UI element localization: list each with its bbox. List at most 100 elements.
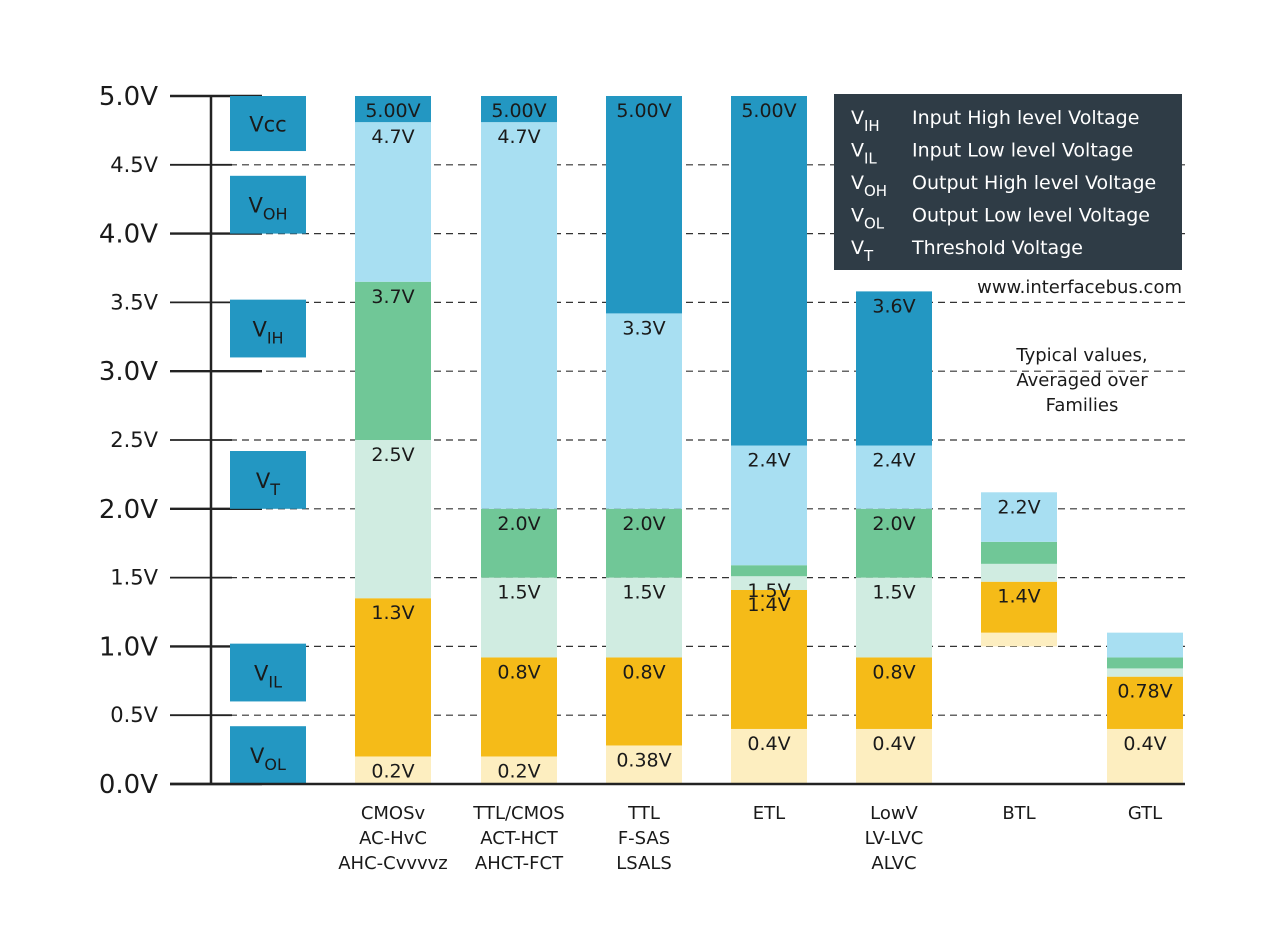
bar-segment-vt — [731, 576, 807, 590]
legend-entry: Output Low level Voltage — [912, 205, 1150, 227]
bar-segment-vol — [481, 756, 557, 784]
y-tick-label: 5.0V — [99, 82, 158, 112]
annotations: www.interfacebus.com Typical values, Avera… — [977, 277, 1182, 416]
bar-value-label: 2.0V — [622, 513, 665, 535]
legend-entry: Input High level Voltage — [912, 107, 1139, 129]
bar-value-label: 2.0V — [497, 513, 540, 535]
legend-entry: Output High level Voltage — [912, 172, 1156, 194]
bar-value-label: 0.4V — [747, 733, 790, 755]
bar-segment-vt — [856, 577, 932, 658]
zone-box-vcc — [230, 96, 306, 152]
bar-segment-vih — [1107, 657, 1183, 669]
bar-segment-vol — [355, 756, 431, 784]
y-tick-label: 0.0V — [99, 770, 158, 800]
legend-symbol: VT — [851, 237, 874, 265]
bar-segment-vil — [1107, 676, 1183, 729]
bar-value-label: 3.7V — [371, 286, 414, 308]
bar-value-label: 0.8V — [497, 661, 540, 683]
zone-box-label: VOH — [249, 194, 288, 224]
y-tick-label: 3.0V — [99, 357, 158, 387]
bar-value-label: 1.5V — [872, 582, 915, 604]
bar-value-label: 3.3V — [622, 317, 665, 339]
category-label: ALVC — [871, 853, 916, 874]
bar-segment-vcc — [731, 96, 807, 446]
y-tick-label: 4.0V — [99, 220, 158, 250]
bar-segment-voh — [1107, 632, 1183, 658]
bar-stacks: 0.2V 1.3V 2.5V 3.7V 4.7V 5.00V 0.2V 0.8V 1.5V 2.0… — [355, 96, 1183, 784]
y-tick-label: 2.5V — [110, 428, 158, 452]
bar-value-label: 1.5V — [747, 580, 790, 602]
bar-segment-vil — [481, 657, 557, 757]
zone-box-label: VIH — [252, 318, 283, 348]
bar-value-label: 3.6V — [872, 295, 915, 317]
bar-value-label: 0.38V — [616, 749, 671, 771]
y-tick-label: 2.0V — [99, 495, 158, 525]
bar-segment-vih — [731, 565, 807, 577]
zone-box-label: VT — [256, 469, 280, 499]
zone-box-label: VIL — [254, 662, 282, 692]
legend-symbol: VIH — [851, 107, 880, 135]
bar-segment-vcc — [355, 96, 431, 123]
bar-value-label: 1.4V — [997, 586, 1040, 608]
axes — [170, 96, 1185, 786]
bar-segment-vt — [355, 440, 431, 599]
category-label: GTL — [1128, 803, 1162, 824]
bar-segment-voh — [606, 313, 682, 509]
legend-symbol: VIL — [851, 140, 877, 168]
note-line: Typical values, — [1015, 345, 1147, 366]
category-label: LowV — [870, 803, 918, 824]
zone-box-vt — [230, 451, 306, 509]
y-tick-label: 3.5V — [110, 290, 158, 314]
bar-value-label: 0.8V — [872, 661, 915, 683]
note-line: Averaged over — [1016, 370, 1148, 391]
category-label: BTL — [1002, 803, 1035, 824]
bar-value-label: 0.2V — [371, 760, 414, 782]
bar-value-label: 2.5V — [371, 444, 414, 466]
bar-value-label: 1.4V — [747, 594, 790, 616]
bar-segment-vol — [1107, 728, 1183, 784]
zone-boxes: Vcc VOH VIH VT VIL VOL — [230, 96, 306, 784]
bar-value-label: 5.00V — [741, 100, 796, 122]
bar-segment-vt — [1107, 668, 1183, 677]
bar-segment-vcc — [606, 96, 682, 314]
bar-segment-vil — [731, 589, 807, 729]
bar-segment-vih — [355, 281, 431, 440]
bar-value-label: 0.2V — [497, 760, 540, 782]
bar-value-label: 0.4V — [872, 733, 915, 755]
y-tick-label: 1.5V — [110, 566, 158, 590]
bar-segment-vol — [856, 728, 932, 784]
legend-symbol: VOH — [851, 172, 887, 200]
bar-value-label: 5.00V — [491, 100, 546, 122]
bar-segment-vil — [981, 581, 1057, 633]
bar-segment-vih — [606, 508, 682, 578]
bar-segment-vcc — [481, 96, 557, 123]
category-label: TTL — [627, 803, 660, 824]
category-label: AC-HvC — [359, 828, 427, 849]
category-label: F-SAS — [618, 828, 670, 849]
bar-segment-vol — [606, 745, 682, 784]
bar-segment-voh — [981, 492, 1057, 542]
bar-segment-vil — [606, 657, 682, 746]
zone-box-label: Vcc — [249, 113, 286, 137]
bar-value-label: 5.00V — [365, 100, 420, 122]
legend-entry: Input Low level Voltage — [912, 140, 1133, 162]
legend-entry: Threshold Voltage — [911, 237, 1083, 259]
category-label: TTL/CMOS — [472, 803, 564, 824]
bar-segment-voh — [355, 122, 431, 282]
bar-value-label: 1.5V — [497, 582, 540, 604]
y-tick-label: 1.0V — [99, 632, 158, 662]
zone-box-label: VOL — [250, 744, 286, 774]
bar-value-label: 4.7V — [371, 126, 414, 148]
zone-box-vih — [230, 299, 306, 358]
bar-value-label: 1.5V — [622, 582, 665, 604]
bar-value-label: 2.2V — [997, 496, 1040, 518]
category-label: ETL — [753, 803, 785, 824]
bar-value-label: 4.7V — [497, 126, 540, 148]
bar-value-label: 0.4V — [1123, 733, 1166, 755]
category-label: CMOSv — [361, 803, 426, 824]
bar-segment-voh — [731, 445, 807, 566]
category-label: AHC-Cvvvvz — [338, 853, 448, 874]
bar-value-label: 2.4V — [872, 450, 915, 472]
y-tick-label: 0.5V — [110, 703, 158, 727]
